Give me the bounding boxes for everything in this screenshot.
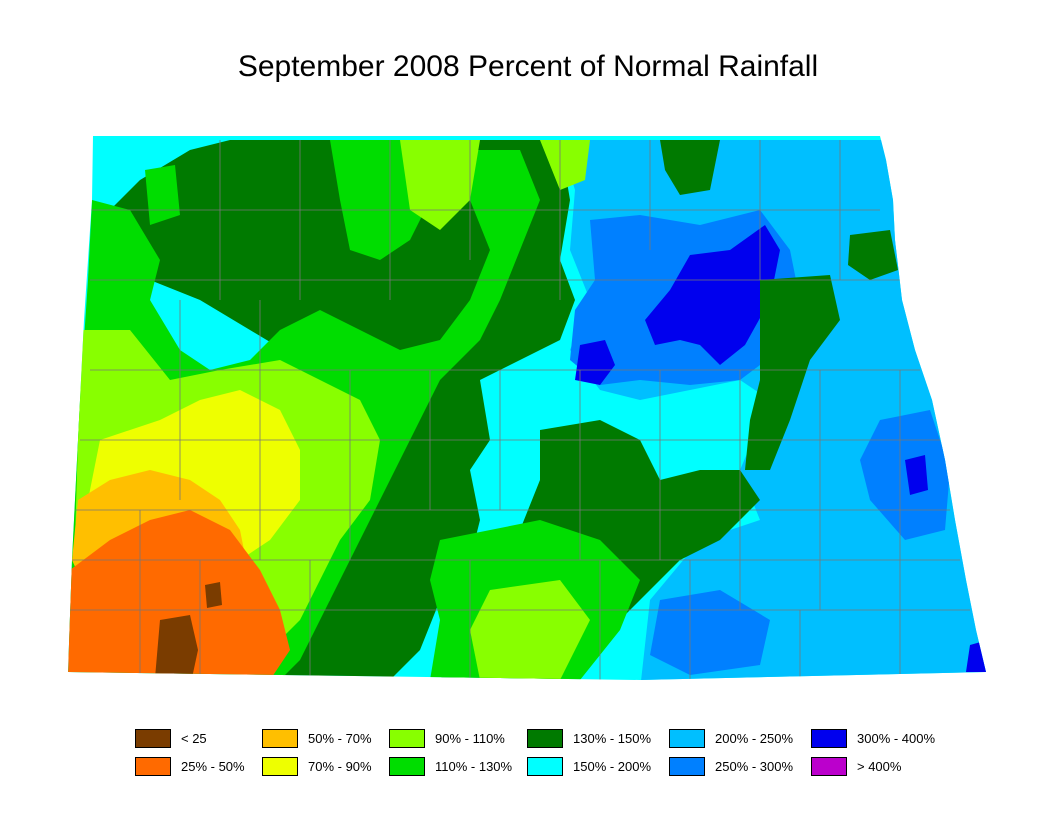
map-title: September 2008 Percent of Normal Rainfal… xyxy=(237,50,819,83)
county-boundaries xyxy=(70,140,970,680)
rainfall-color-field xyxy=(68,136,986,680)
